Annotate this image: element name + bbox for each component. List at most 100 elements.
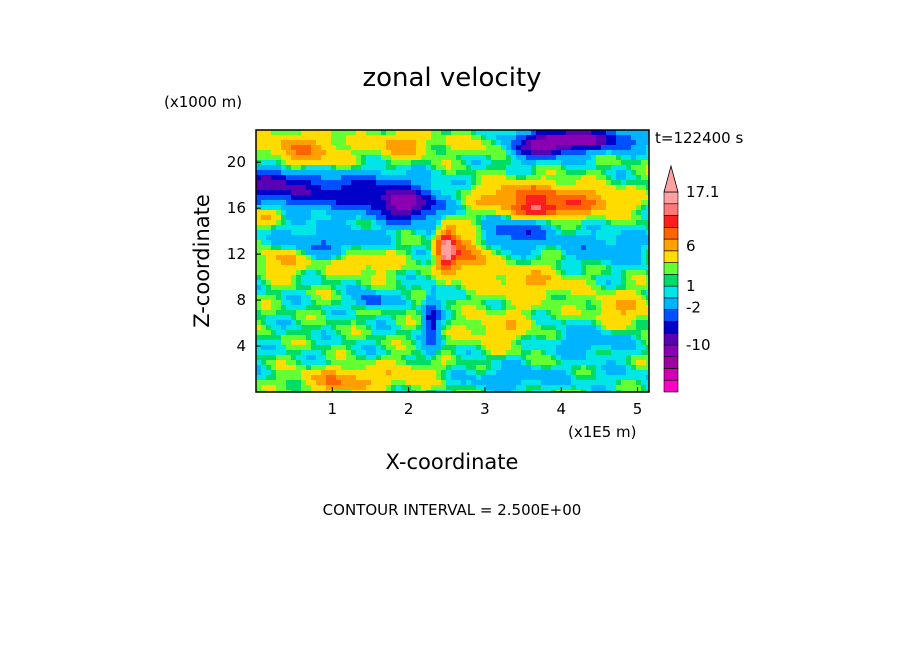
field-cell <box>471 240 477 246</box>
field-cell <box>336 150 342 156</box>
field-cell <box>616 325 622 331</box>
field-cell <box>281 360 287 366</box>
field-cell <box>381 320 387 326</box>
field-cell <box>296 250 302 256</box>
field-cell <box>501 135 507 141</box>
field-cell <box>271 365 277 371</box>
field-cell <box>316 350 322 356</box>
field-cell <box>326 245 332 251</box>
field-cell <box>636 265 642 271</box>
field-cell <box>506 330 512 336</box>
field-cell <box>576 330 582 336</box>
field-cell <box>526 195 532 201</box>
field-cell <box>601 325 607 331</box>
field-cell <box>336 140 342 146</box>
field-cell <box>466 350 472 356</box>
field-cell <box>466 250 472 256</box>
field-cell <box>536 350 542 356</box>
field-cell <box>526 155 532 161</box>
field-cell <box>421 285 427 291</box>
field-cell <box>626 175 632 181</box>
field-cell <box>466 380 472 386</box>
field-cell <box>536 265 542 271</box>
field-cell <box>421 295 427 301</box>
field-cell <box>511 275 517 281</box>
field-cell <box>386 155 392 161</box>
field-cell <box>496 315 502 321</box>
field-cell <box>296 135 302 141</box>
field-cell <box>441 325 447 331</box>
field-cell <box>276 355 282 361</box>
field-cell <box>311 305 317 311</box>
field-cell <box>351 330 357 336</box>
field-cell <box>591 340 597 346</box>
field-cell <box>596 325 602 331</box>
field-cell <box>416 280 422 286</box>
field-cell <box>641 255 647 261</box>
field-cell <box>396 170 402 176</box>
field-cell <box>526 385 532 391</box>
field-cell <box>551 175 557 181</box>
field-cell <box>256 265 262 271</box>
field-cell <box>301 150 307 156</box>
field-cell <box>476 170 482 176</box>
field-cell <box>426 185 432 191</box>
field-cell <box>446 230 452 236</box>
field-cell <box>396 275 402 281</box>
field-cell <box>506 185 512 191</box>
field-cell <box>551 230 557 236</box>
field-cell <box>296 255 302 261</box>
field-cell <box>446 315 452 321</box>
field-cell <box>586 370 592 376</box>
field-cell <box>286 160 292 166</box>
field-cell <box>641 230 647 236</box>
field-cell <box>541 250 547 256</box>
field-cell <box>426 295 432 301</box>
field-cell <box>311 370 317 376</box>
field-cell <box>586 205 592 211</box>
field-cell <box>631 280 637 286</box>
field-cell <box>386 320 392 326</box>
field-cell <box>436 280 442 286</box>
field-cell <box>586 390 592 393</box>
field-cell <box>271 390 277 393</box>
field-cell <box>506 200 512 206</box>
field-cell <box>291 185 297 191</box>
field-cell <box>596 175 602 181</box>
field-cell <box>321 225 327 231</box>
field-cell <box>601 360 607 366</box>
field-cell <box>371 375 377 381</box>
field-cell <box>611 130 617 136</box>
field-cell <box>451 140 457 146</box>
field-cell <box>336 190 342 196</box>
field-cell <box>336 305 342 311</box>
field-cell <box>336 300 342 306</box>
field-cell <box>586 310 592 316</box>
field-cell <box>441 170 447 176</box>
field-cell <box>571 190 577 196</box>
field-cell <box>586 190 592 196</box>
field-cell <box>571 320 577 326</box>
field-cell <box>366 185 372 191</box>
field-cell <box>566 305 572 311</box>
field-cell <box>466 135 472 141</box>
field-cell <box>586 265 592 271</box>
field-cell <box>626 220 632 226</box>
field-cell <box>276 130 282 136</box>
field-cell <box>496 190 502 196</box>
field-cell <box>306 220 312 226</box>
field-cell <box>536 380 542 386</box>
field-cell <box>451 215 457 221</box>
field-cell <box>401 290 407 296</box>
field-cell <box>261 360 267 366</box>
field-cell <box>311 320 317 326</box>
field-cell <box>286 295 292 301</box>
field-cell <box>456 300 462 306</box>
field-cell <box>276 235 282 241</box>
field-cell <box>531 235 537 241</box>
field-cell <box>401 250 407 256</box>
field-cell <box>541 350 547 356</box>
field-cell <box>406 220 412 226</box>
field-cell <box>496 195 502 201</box>
field-cell <box>311 195 317 201</box>
